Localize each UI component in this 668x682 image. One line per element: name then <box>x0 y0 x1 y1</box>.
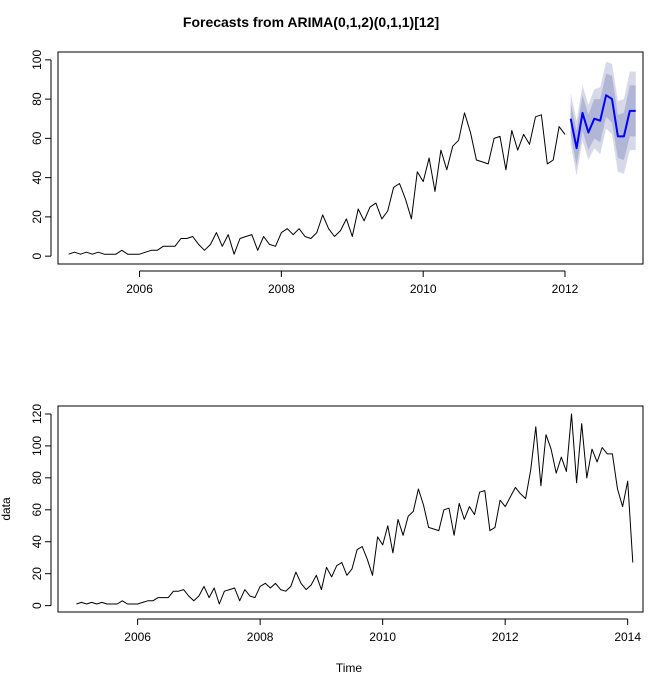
y-tick-label: 100 <box>30 436 44 456</box>
series-lines <box>68 94 636 255</box>
y-tick-label: 60 <box>30 131 44 145</box>
x-tick-label: 2010 <box>369 630 396 644</box>
data-chart: 2006 2008 2010 2012 2014 0 20 40 60 80 100 120 Tim… <box>0 404 644 675</box>
y-tick-label: 120 <box>30 404 44 424</box>
series-lines <box>76 413 634 605</box>
x-tick-label: 2008 <box>247 630 274 644</box>
history-line <box>76 413 634 605</box>
y-tick-label: 40 <box>30 171 44 185</box>
x-tick-label: 2012 <box>552 282 579 296</box>
x-axis: 2006 2008 2010 2012 2014 <box>124 618 641 644</box>
y-tick-label: 80 <box>30 471 44 485</box>
y-tick-label: 20 <box>30 567 44 581</box>
y-tick-label: 100 <box>30 50 44 70</box>
y-tick-label: 40 <box>30 535 44 549</box>
plot-frame <box>57 405 644 613</box>
y-axis: 0 20 40 60 80 100 120 <box>30 404 52 609</box>
ci80-band <box>570 73 636 166</box>
x-axis-label: Time <box>336 661 363 675</box>
x-axis: 2006 2008 2010 2012 <box>126 270 579 296</box>
y-tick-label: 0 <box>30 602 44 609</box>
x-tick-label: 2012 <box>492 630 519 644</box>
history-line <box>68 112 566 255</box>
y-tick-label: 20 <box>30 210 44 224</box>
x-tick-label: 2010 <box>410 282 437 296</box>
plot-frame <box>57 51 644 265</box>
y-tick-label: 0 <box>30 252 44 259</box>
x-tick-label: 2008 <box>268 282 295 296</box>
forecast-line <box>569 94 636 150</box>
forecast-chart: Forecasts from ARIMA(0,1,2)(0,1,1)[12] 2… <box>30 14 644 296</box>
x-tick-label: 2006 <box>126 282 153 296</box>
x-tick-label: 2006 <box>124 630 151 644</box>
x-tick-label: 2014 <box>614 630 641 644</box>
forecast-intervals <box>570 61 636 176</box>
y-axis: 0 20 40 60 80 100 <box>30 50 52 259</box>
chart-title: Forecasts from ARIMA(0,1,2)(0,1,1)[12] <box>183 14 439 30</box>
y-tick-label: 80 <box>30 92 44 106</box>
y-axis-label: data <box>0 497 13 521</box>
y-tick-label: 60 <box>30 503 44 517</box>
